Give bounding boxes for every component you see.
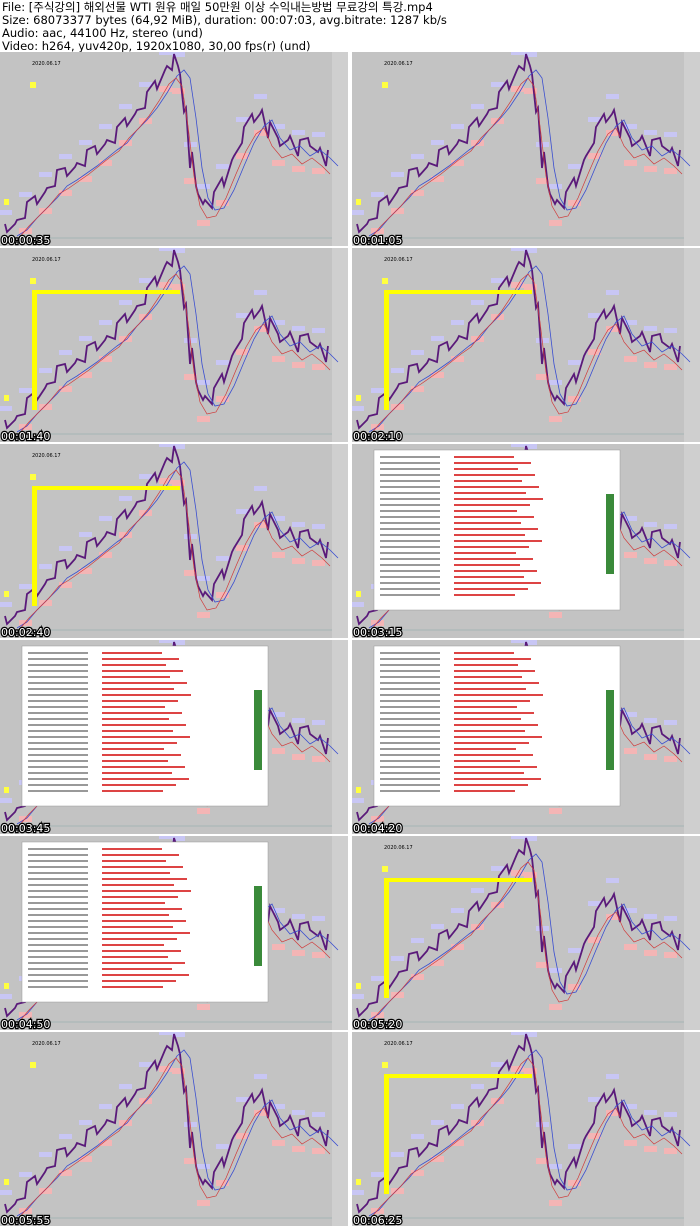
thumbnail-image bbox=[0, 1032, 348, 1226]
thumbnail: 2020.06.17 00:01:05 bbox=[352, 52, 700, 248]
timestamp: 00:01:05 bbox=[353, 234, 402, 247]
thumbnail: 2020.06.17 00:00:35 bbox=[0, 52, 348, 248]
timestamp: 00:03:15 bbox=[353, 626, 402, 639]
timestamp: 00:05:20 bbox=[353, 1018, 402, 1031]
highlight bbox=[384, 290, 389, 410]
timestamp: 00:06:25 bbox=[353, 1214, 402, 1227]
thumbnail-grid: 2020.06.1700:00:352020.06.1700:01:052020… bbox=[0, 52, 700, 1227]
thumbnail-caption: 2020.06.17 bbox=[32, 61, 61, 67]
highlight bbox=[384, 878, 532, 882]
highlight bbox=[384, 1074, 389, 1194]
timestamp: 00:02:10 bbox=[353, 430, 402, 443]
thumbnail: 2020.06.17 00:05:20 bbox=[352, 836, 700, 1032]
header-line: File: [주식강의] 해외선물 WTI 원유 매일 50만원 이상 수익내는… bbox=[2, 0, 433, 14]
highlight bbox=[32, 290, 180, 294]
thumbnail: 2020.06.17 00:02:10 bbox=[352, 248, 700, 444]
timestamp: 00:04:20 bbox=[353, 822, 402, 835]
thumbnail: 2020.06.17 00:02:40 bbox=[0, 444, 348, 640]
thumbnail-caption: 2020.06.17 bbox=[32, 453, 61, 459]
highlight bbox=[32, 486, 180, 490]
highlight bbox=[384, 290, 532, 294]
header-line: Video: h264, yuv420p, 1920x1080, 30,00 f… bbox=[2, 39, 311, 53]
thumbnail: 2020.06.17 00:01:40 bbox=[0, 248, 348, 444]
thumbnail-caption: 2020.06.17 bbox=[384, 61, 413, 67]
highlight bbox=[32, 290, 37, 410]
timestamp: 00:01:40 bbox=[1, 430, 50, 443]
thumbnail-image bbox=[352, 836, 700, 1030]
timestamp: 00:03:45 bbox=[1, 822, 50, 835]
thumbnail-image bbox=[352, 1032, 700, 1226]
timestamp: 00:05:55 bbox=[1, 1214, 50, 1227]
thumbnail-caption: 2020.06.17 bbox=[32, 257, 61, 263]
thumbnail-image bbox=[0, 52, 348, 246]
header: File: [주식강의] 해외선물 WTI 원유 매일 50만원 이상 수익내는… bbox=[2, 0, 447, 53]
timestamp: 00:00:35 bbox=[1, 234, 50, 247]
thumbnail-image bbox=[352, 248, 700, 442]
highlight bbox=[384, 878, 389, 998]
thumbnail: 2020.06.17 00:05:55 bbox=[0, 1032, 348, 1227]
thumbnail-image bbox=[0, 248, 348, 442]
thumbnail-caption: 2020.06.17 bbox=[32, 1041, 61, 1047]
timestamp: 00:02:40 bbox=[1, 626, 50, 639]
thumbnail-caption: 2020.06.17 bbox=[384, 1041, 413, 1047]
highlight bbox=[384, 1074, 532, 1078]
thumbnail-image bbox=[352, 52, 700, 246]
header-line: Size: 68073377 bytes (64,92 MiB), durati… bbox=[2, 13, 447, 27]
thumbnail-caption: 2020.06.17 bbox=[384, 257, 413, 263]
highlight bbox=[32, 486, 37, 606]
thumbnail-image bbox=[0, 444, 348, 638]
thumbnail: 2020.06.17 00:06:25 bbox=[352, 1032, 700, 1227]
header-line: Audio: aac, 44100 Hz, stereo (und) bbox=[2, 26, 203, 40]
timestamp: 00:04:50 bbox=[1, 1018, 50, 1031]
thumbnail-caption: 2020.06.17 bbox=[384, 845, 413, 851]
